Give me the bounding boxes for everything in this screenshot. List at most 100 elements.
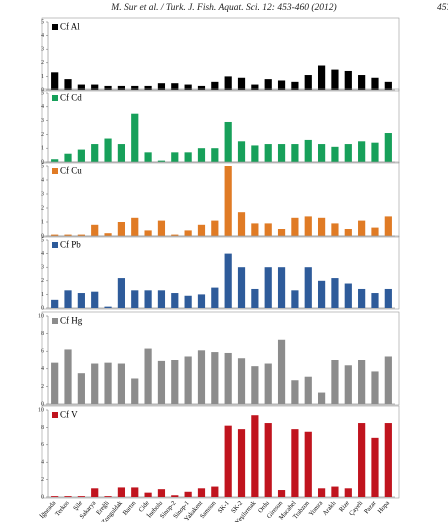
bar [104,362,112,404]
bar [144,152,152,162]
bar [51,362,59,404]
bar [224,425,232,497]
bar [358,220,366,236]
y-tick-label: 4 [41,366,44,372]
bar [384,423,392,497]
bar [131,217,139,236]
y-tick-label: 4 [41,460,44,466]
chart-panel: 0 2 4 6 8 10 Cf Hg [38,311,400,407]
bar [117,85,126,90]
bar [237,212,246,236]
legend-label: Cf V [60,410,78,420]
bar [344,365,352,404]
y-tick-label: 2 [41,477,44,483]
bar [304,267,312,308]
plot-frame [41,311,400,406]
bar [64,349,72,404]
bar [51,234,59,236]
y-tick-label: 8 [41,331,44,337]
bar [157,290,166,308]
bar [197,224,206,236]
bar [51,159,59,162]
bar [131,378,139,404]
bar [304,75,312,90]
chart-panel: 0 1 2 3 4 5 Cf Cu [41,161,400,239]
x-tick-label: Şile [72,500,84,512]
bar [331,223,339,236]
bar [211,352,219,404]
bar [251,366,259,404]
bar [358,288,366,308]
bar [291,290,299,308]
bar [91,291,99,308]
bar [104,496,112,497]
bar [117,222,126,236]
y-tick-label: 1 [41,74,44,80]
bar [264,223,272,236]
bar [131,290,139,308]
bar [117,487,126,497]
bar [104,138,112,162]
x-tick-label: Pazar [363,499,378,515]
bar [197,294,206,308]
bar [237,358,246,404]
bar [144,348,152,404]
bar [117,278,126,308]
x-tick-label: Araklı [322,500,338,517]
bar [237,267,246,308]
plot-frame [41,88,400,164]
bar [251,84,259,90]
bar [277,229,286,236]
bar [384,356,392,404]
x-tick-label: Yomra [308,500,325,518]
bar [331,486,339,497]
bar [117,363,126,404]
bar [344,70,352,90]
y-tick-label: 0 [41,305,44,311]
bar [157,220,166,236]
y-tick-label: 0 [41,87,44,93]
bar [77,84,85,90]
bar [51,72,59,90]
bar [291,429,299,497]
y-tick-label: 4 [41,177,44,183]
bar [277,339,286,404]
bar [277,144,286,162]
bar [117,144,126,162]
bar [331,278,339,308]
bar [184,152,192,162]
bar [184,230,192,236]
bar [264,144,272,162]
bar [91,84,99,90]
bar [131,85,139,90]
bar [144,290,152,308]
legend-swatch [52,168,58,174]
bar [317,392,326,404]
bar [384,133,392,162]
y-tick-label: 5 [41,163,44,169]
y-tick-label: 5 [41,90,44,96]
bar [237,77,246,90]
bar [64,153,72,162]
plot-frame [41,17,400,92]
y-tick-label: 5 [41,19,44,25]
bar [264,79,272,90]
bar [304,216,312,236]
y-tick-label: 3 [41,47,44,53]
y-tick-label: 6 [41,442,44,448]
bar [358,423,366,497]
chart-panel: 0 1 2 3 4 5 Cf Pb [41,235,400,311]
legend-label: Cf Al [60,22,80,32]
bar [251,223,259,236]
bar [371,371,379,404]
bar [371,77,379,90]
bar [197,85,206,90]
bar [197,350,206,404]
bar [157,160,166,162]
bar [358,75,366,90]
y-tick-label: 2 [41,278,44,284]
legend-label: Cf Hg [60,316,83,326]
bar [331,69,339,90]
bar [344,229,352,236]
